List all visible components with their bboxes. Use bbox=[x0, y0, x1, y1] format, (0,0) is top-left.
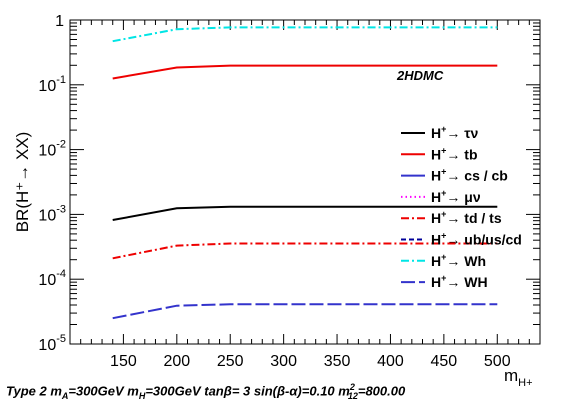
legend-label-6: H+→ Wh bbox=[431, 252, 486, 269]
series-line-7 bbox=[112, 303, 498, 320]
x-tick-label: 150 bbox=[110, 353, 137, 370]
x-tick-label: 400 bbox=[377, 353, 404, 370]
y-tick-label: 10-4 bbox=[38, 268, 66, 289]
legend-label-7: H+→ WH bbox=[431, 273, 488, 290]
series-line-6 bbox=[112, 26, 498, 43]
legend: H+→ τν H+→ tb H+→ cs / cb H+→ μν H+→ td / ts… bbox=[401, 124, 522, 290]
parameter-caption: Type 2 mA=300GeV mH=300GeV tanβ= 3 sin(β… bbox=[6, 382, 406, 401]
y-tick-label: 10-5 bbox=[38, 333, 66, 354]
series-lines bbox=[112, 26, 498, 320]
legend-label-3: H+→ μν bbox=[431, 188, 481, 205]
x-tick-label: 350 bbox=[324, 353, 351, 370]
series-line-4 bbox=[112, 242, 498, 260]
y-tick-label: 1 bbox=[55, 13, 64, 30]
y-tick-label: 10-3 bbox=[38, 203, 66, 224]
legend-label-0: H+→ τν bbox=[431, 124, 479, 141]
legend-label-5: H+→ ub/us/cd bbox=[431, 231, 522, 248]
legend-label-4: H+→ td / ts bbox=[431, 209, 502, 226]
x-tick-label: 200 bbox=[163, 353, 190, 370]
x-axis-title: mH+ bbox=[504, 366, 533, 389]
y-tick-label: 10-2 bbox=[38, 139, 66, 160]
series-line-1 bbox=[112, 64, 498, 80]
x-tick-label: 250 bbox=[217, 353, 244, 370]
axis-ticks: 150 200 250 300 350 400 450 500 10-5 10-4 10-3 10-2… bbox=[38, 13, 541, 370]
y-axis-title: BR(H⁺→ XX) bbox=[13, 132, 32, 233]
annotation-2hdmc: 2HDMC bbox=[396, 68, 444, 83]
legend-label-1: H+→ tb bbox=[431, 145, 478, 162]
x-tick-label: 500 bbox=[484, 353, 511, 370]
x-tick-label: 300 bbox=[270, 353, 297, 370]
legend-label-2: H+→ cs / cb bbox=[431, 167, 508, 184]
x-tick-label: 450 bbox=[431, 353, 458, 370]
series-line-0 bbox=[112, 205, 498, 221]
y-tick-label: 10-1 bbox=[38, 74, 66, 95]
